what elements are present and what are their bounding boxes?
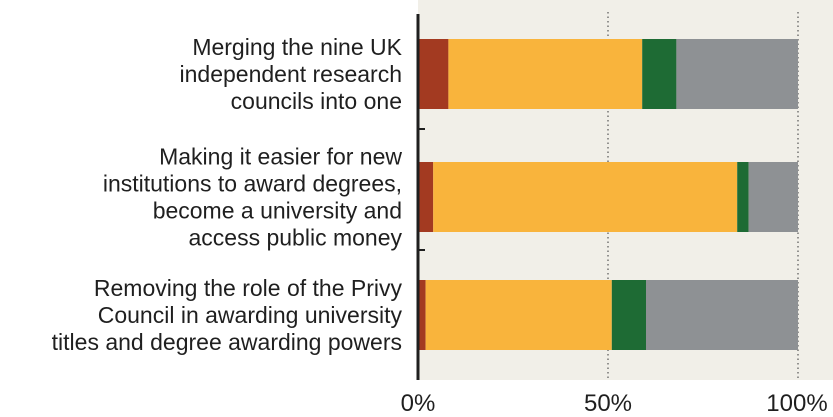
category-label-1-3: access public money bbox=[189, 225, 403, 251]
category-label-1-0: Making it easier for new bbox=[159, 144, 402, 170]
axis-ticks bbox=[418, 128, 425, 251]
bar-segment-0-0 bbox=[418, 39, 449, 109]
x-tick-label-2: 100% bbox=[766, 390, 827, 417]
category-label-2-1: Council in awarding university bbox=[98, 302, 403, 328]
category-label-0-2: councils into one bbox=[231, 88, 402, 114]
bar-segment-2-1 bbox=[425, 280, 612, 350]
category-label-0-0: Merging the nine UK bbox=[192, 34, 402, 60]
category-label-2-2: titles and degree awarding powers bbox=[52, 329, 402, 355]
x-tick-label-0: 0% bbox=[401, 390, 436, 417]
bar-segment-2-3 bbox=[646, 280, 798, 350]
bar-segment-1-1 bbox=[433, 162, 738, 232]
bar-segment-0-3 bbox=[676, 39, 798, 109]
bar-segment-1-2 bbox=[737, 162, 749, 232]
x-tick-label-1: 50% bbox=[584, 390, 632, 417]
category-label-1-2: become a university and bbox=[153, 198, 402, 224]
category-label-2-0: Removing the role of the Privy bbox=[94, 275, 403, 301]
bar-segment-2-2 bbox=[611, 280, 646, 350]
bar-segment-2-0 bbox=[418, 280, 426, 350]
bars bbox=[418, 39, 798, 350]
category-label-1-1: institutions to award degrees, bbox=[103, 171, 402, 197]
bar-segment-1-3 bbox=[748, 162, 798, 232]
bar-segment-0-1 bbox=[448, 39, 643, 109]
x-tick-labels: 0% 50% 100% bbox=[401, 390, 828, 417]
category-label-0-1: independent research bbox=[180, 61, 403, 87]
bar-segment-1-0 bbox=[418, 162, 434, 232]
bar-segment-0-2 bbox=[642, 39, 677, 109]
